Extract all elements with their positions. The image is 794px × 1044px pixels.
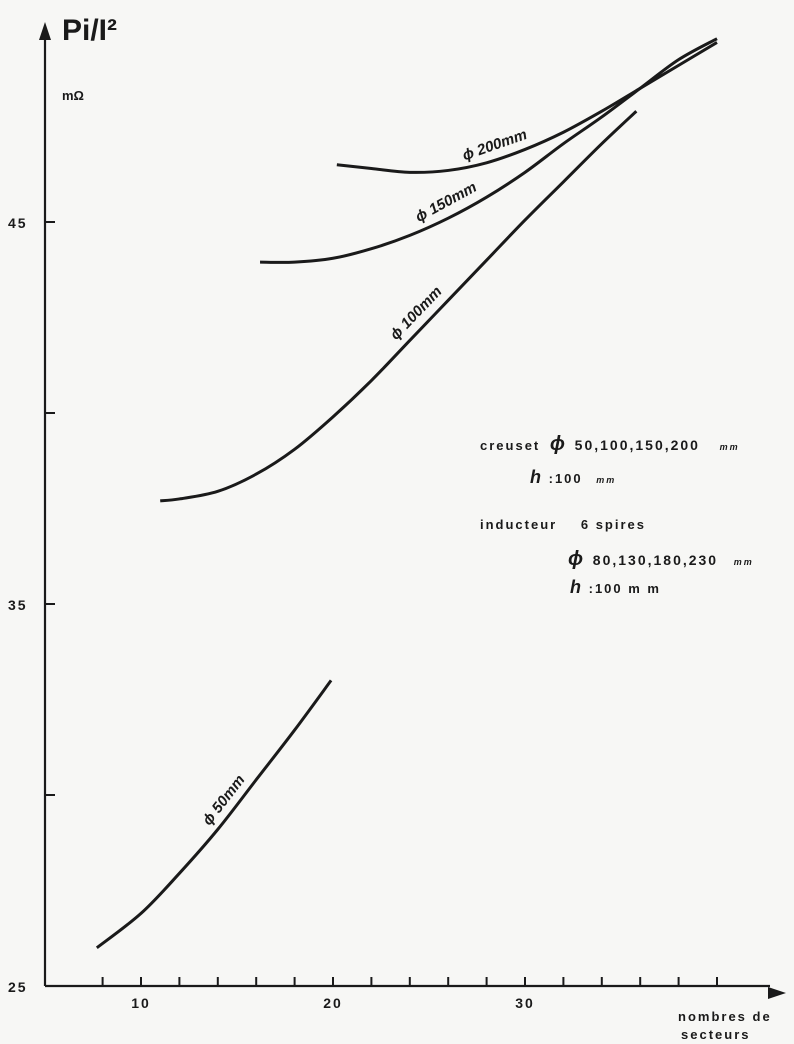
annotation-line3: inducteur 6 spires [480, 517, 646, 532]
annotation-creuset-unit: mm [720, 442, 740, 452]
x-axis-arrow [768, 987, 786, 999]
annotation-line5: h :100 m m [570, 577, 661, 597]
annotation-creuset-height-unit: mm [596, 475, 616, 485]
y-axis-label-text: Pi/I² [62, 14, 117, 47]
annotation-block: creuset ϕ 50,100,150,200 mm h :100 mm in… [480, 433, 754, 597]
annotation-inducteur-height-symbol: h [570, 577, 583, 597]
series-label-0: ϕ 200mm [460, 126, 529, 164]
series-line-1 [260, 37, 718, 264]
x-axis-label-line1: nombres de [678, 1009, 772, 1024]
x-tick-label: 10 [131, 995, 151, 1011]
y-tick-label: 25 [8, 979, 28, 995]
x-tick-label: 20 [323, 995, 343, 1011]
annotation-inducteur-turns: 6 spires [581, 517, 646, 532]
annotation-diameter-symbol: ϕ [550, 433, 567, 455]
annotation-inducteur-diameters: 80,130,180,230 [593, 552, 718, 568]
annotation-creuset-word: creuset [480, 438, 540, 453]
axis-ticks: 10 20 30 25 35 45 [8, 215, 718, 1011]
y-axis-unit: mΩ [62, 88, 84, 103]
series-line-0 [336, 41, 718, 174]
annotation-line4: ϕ 80,130,180,230 mm [568, 548, 754, 570]
annotation-inducteur-unit: mm [734, 557, 754, 567]
annotation-creuset-height: :100 [549, 471, 583, 486]
annotation-inducteur-word: inducteur [480, 517, 557, 532]
y-axis-arrow [39, 22, 51, 40]
annotation-creuset-diameters: 50,100,150,200 [575, 437, 700, 453]
y-axis-label: Pi/I² mΩ [62, 14, 117, 103]
y-tick-label: 45 [8, 215, 28, 231]
series-line-2 [160, 110, 638, 503]
series-line-3 [95, 679, 333, 949]
x-axis-label-line2: secteurs [681, 1027, 750, 1042]
annotation-line2: h :100 mm [530, 467, 616, 487]
y-tick-label: 35 [8, 597, 28, 613]
annotation-line1: creuset ϕ 50,100,150,200 mm [480, 433, 740, 455]
annotation-height-symbol: h [530, 467, 543, 487]
x-tick-label: 30 [515, 995, 535, 1011]
annotation-inducteur-diameter-symbol: ϕ [568, 548, 585, 570]
annotation-inducteur-height: :100 m m [589, 581, 661, 596]
